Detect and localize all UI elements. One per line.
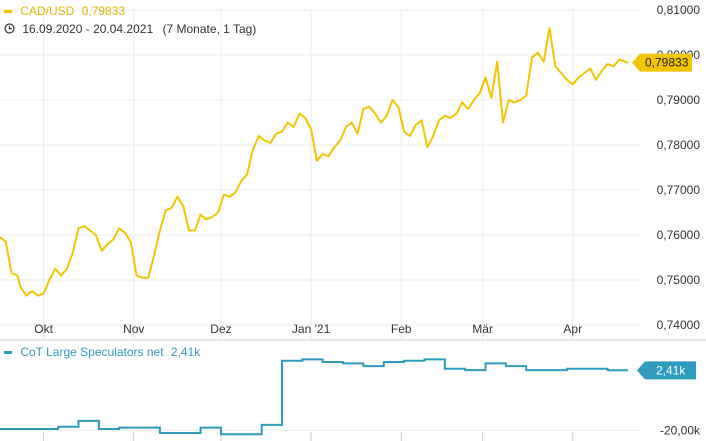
y-tick-label: 0,77000 [657,183,701,197]
y-tick-label: -20,00k [660,423,701,437]
current-price-badge: 0,79833 [632,53,692,72]
y-tick-label: 0,74000 [657,318,701,332]
current-price-value: 0,79833 [645,56,689,70]
x-tick-label: Dez [210,322,231,336]
cot-grid [0,429,640,441]
date-duration: (7 Monate, 1 Tag) [162,22,257,36]
cot-legend: CoT Large Speculators net 2,41k [4,345,200,359]
y-tick-label: 0,75000 [657,273,701,287]
x-tick-label: Jan '21 [292,322,331,336]
cot-label: CoT Large Speculators net [20,345,164,359]
current-cot-value: 2,41k [656,363,686,377]
date-range-legend: 16.09.2020 - 20.04.2021 (7 Monate, 1 Tag… [4,22,256,37]
symbol-value: 0,79833 [81,4,126,18]
x-tick-label: Nov [123,322,144,336]
x-tick-label: Mär [472,322,493,336]
cot-y-axis: -20,00k [660,423,701,437]
price-grid [0,9,640,340]
time-x-axis: Okt Nov Dez Jan '21 Feb Mär Apr [34,322,582,336]
clock-icon [4,23,15,37]
cot-color-marker [4,351,12,355]
x-tick-label: Feb [391,322,412,336]
y-tick-label: 0,78000 [657,138,701,152]
cot-large-speculators-line [0,358,628,436]
cad-usd-price-line [0,27,629,297]
series-color-marker [4,10,12,14]
price-y-axis: 0,810000,800000,790000,780000,770000,760… [657,3,701,332]
current-cot-badge: 2,41k [637,361,696,380]
y-tick-label: 0,79000 [657,93,701,107]
x-tick-label: Okt [34,322,53,336]
cot-value: 2,41k [170,345,201,359]
price-legend: CAD/USD 0,79833 [4,4,125,18]
y-tick-label: 0,76000 [657,228,701,242]
y-tick-label: 0,81000 [657,3,701,17]
x-tick-label: Apr [563,322,582,336]
date-range: 16.09.2020 - 20.04.2021 [22,22,154,36]
symbol-label: CAD/USD [20,4,75,18]
